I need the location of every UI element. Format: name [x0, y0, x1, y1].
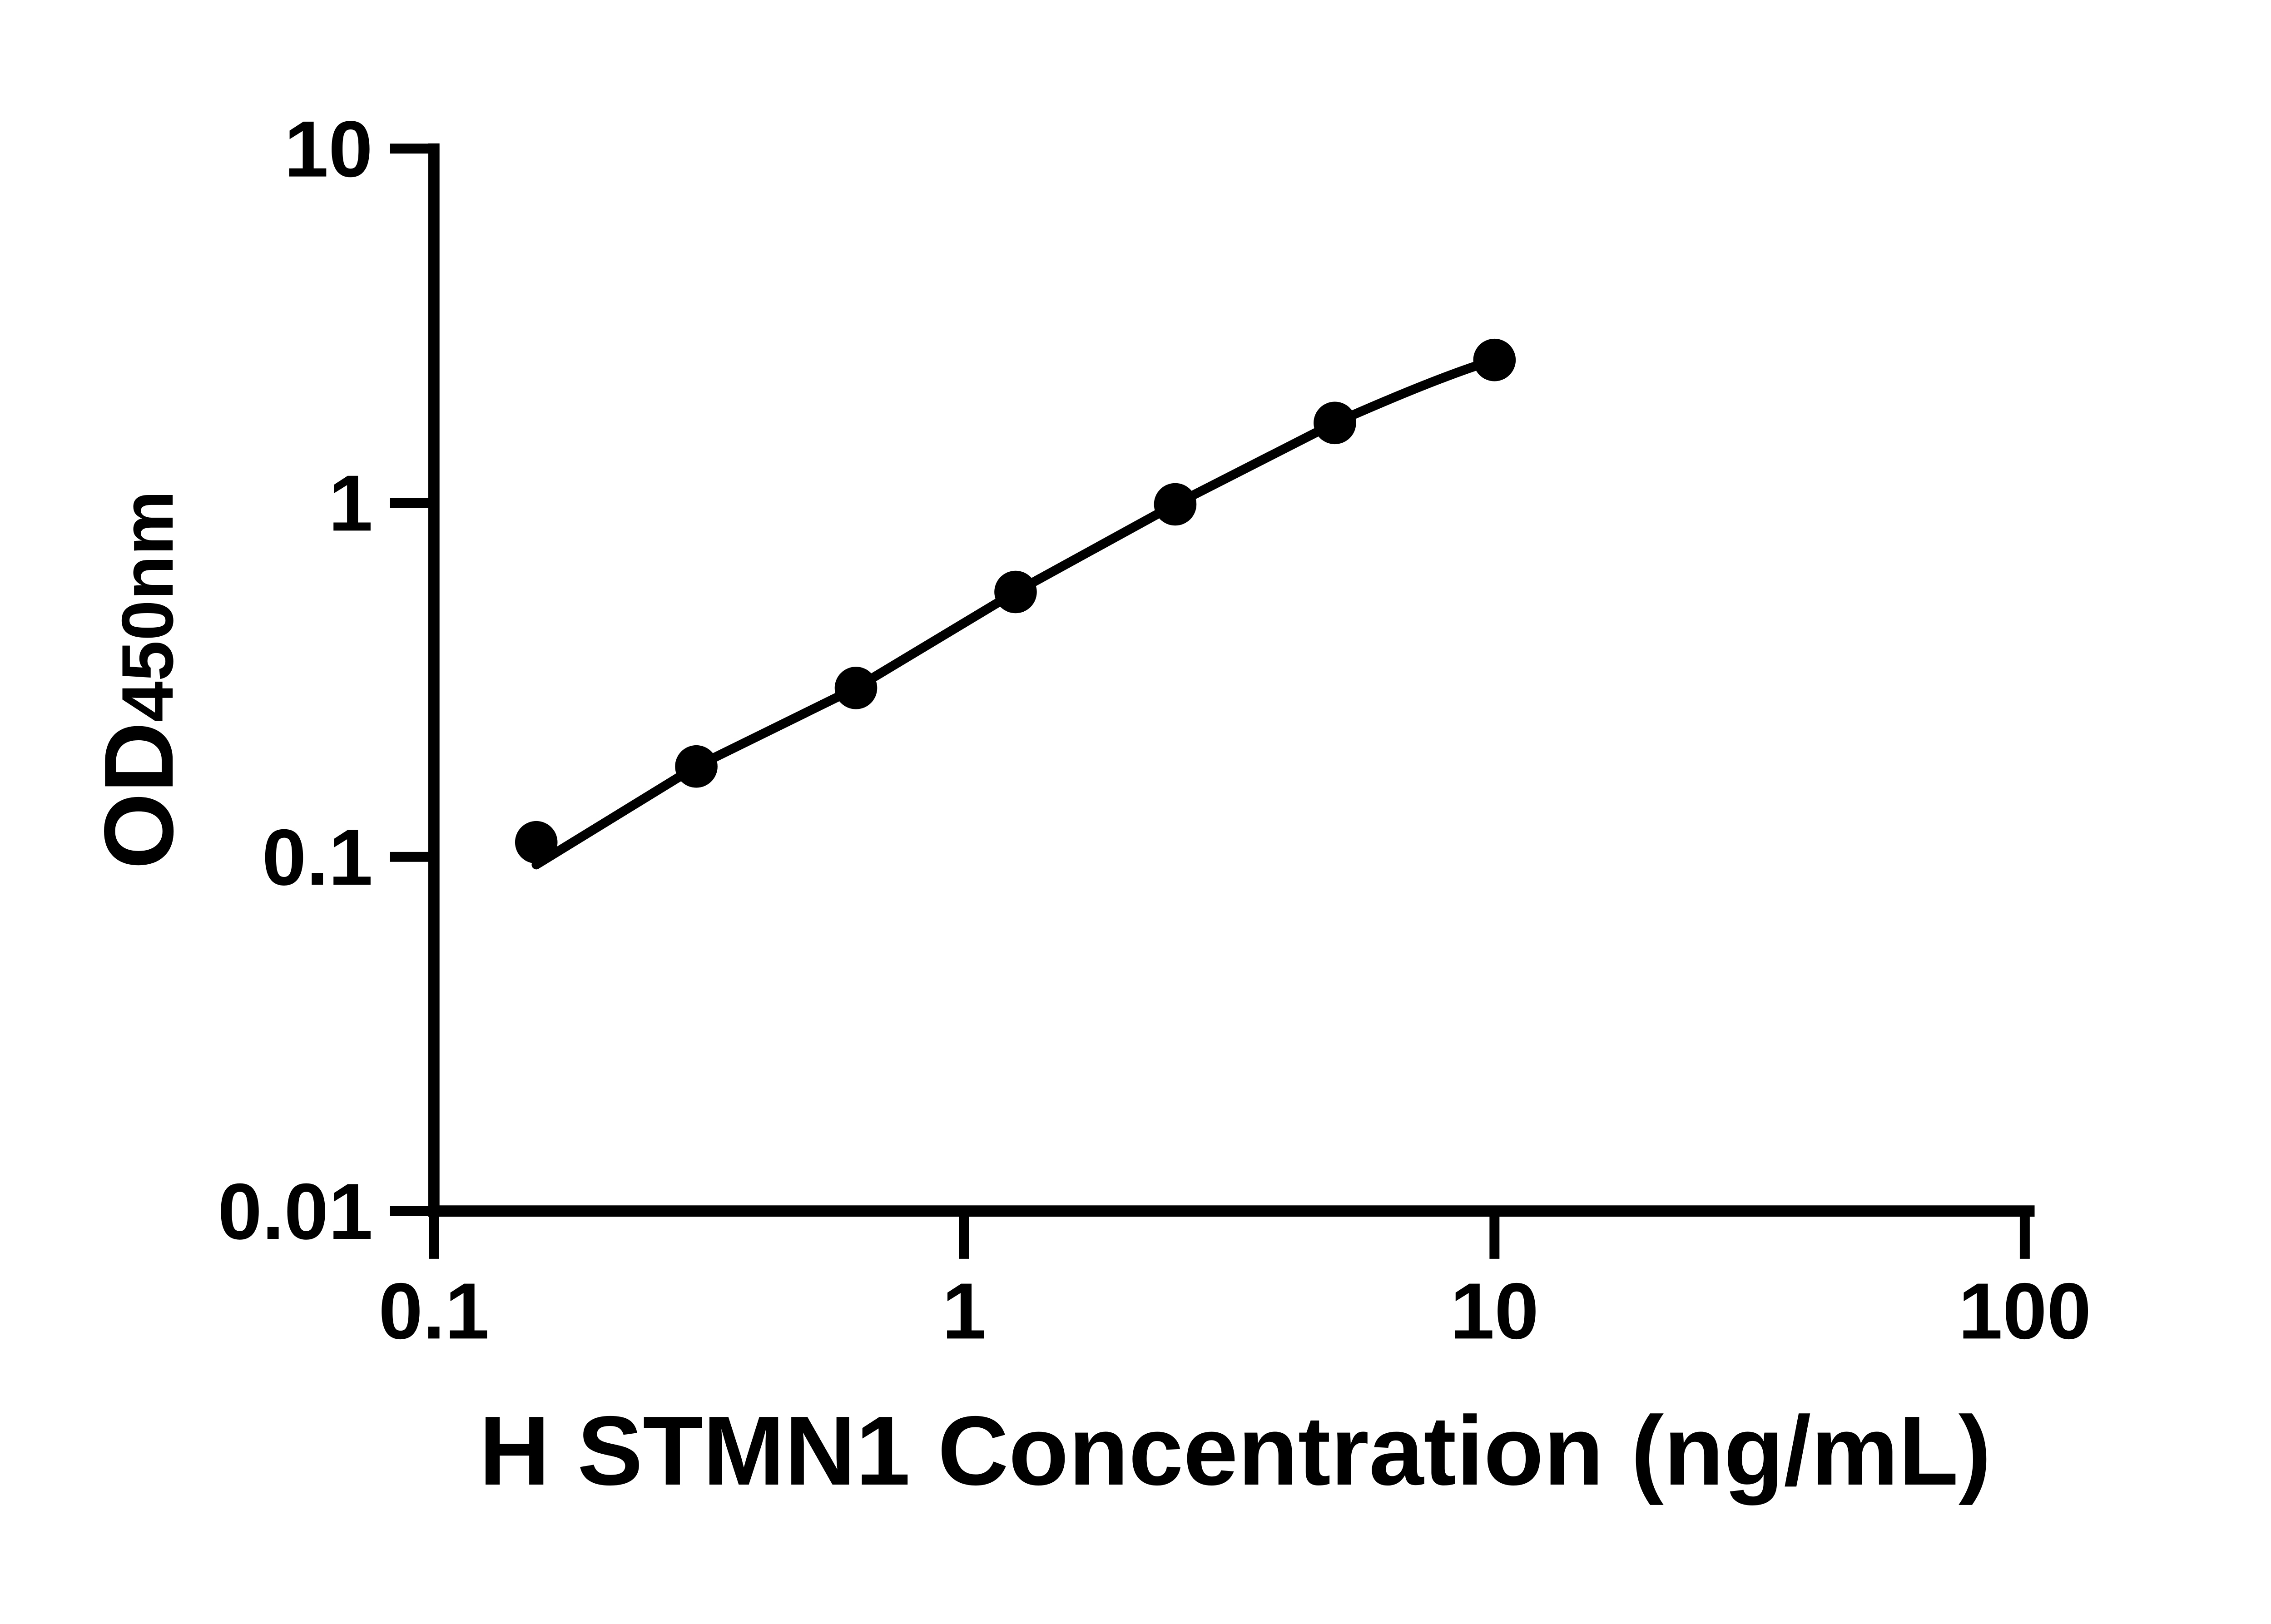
x-tick-label: 10: [1450, 1267, 1539, 1356]
y-axis-title-subscript: 450nm: [107, 490, 188, 722]
data-point: [675, 745, 718, 788]
y-tick-label: 0.1: [262, 813, 373, 902]
text-layer: H STMN1 Concentration (ng/mL) OD450nm: [84, 490, 1991, 1505]
y-tick-label: 1: [328, 459, 373, 548]
y-axis-title-main: OD: [84, 722, 193, 870]
y-tick-label: 0.01: [218, 1167, 372, 1256]
series-layer: [515, 338, 1516, 870]
data-point: [1314, 401, 1356, 445]
y-axis-title: OD450nm: [84, 490, 193, 869]
data-point: [834, 667, 878, 709]
elisa-standard-curve-figure: 10 1 0.1 0.01 0.1 1 10 100 H STMN1 Concentratio…: [84, 104, 2092, 1506]
x-tick-label: 0.1: [378, 1267, 489, 1356]
data-point: [515, 821, 558, 864]
data-point: [1473, 338, 1516, 381]
data-point: [994, 570, 1037, 614]
y-tick-label: 10: [284, 105, 373, 194]
x-axis-title: H STMN1 Concentration (ng/mL): [479, 1396, 1991, 1505]
x-tick-label: 100: [1959, 1267, 2092, 1356]
data-point: [1154, 483, 1197, 526]
x-tick-label: 1: [942, 1267, 987, 1356]
fit-curve: [531, 355, 1499, 870]
